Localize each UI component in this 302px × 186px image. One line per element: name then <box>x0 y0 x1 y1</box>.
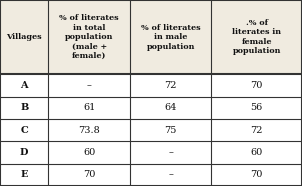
Text: 60: 60 <box>83 148 95 157</box>
Bar <box>0 97 302 119</box>
Text: 75: 75 <box>165 126 177 135</box>
Bar <box>0 119 302 141</box>
Text: % of literates
in total
population
(male +
female): % of literates in total population (male… <box>59 14 119 60</box>
Text: –: – <box>168 170 173 179</box>
Text: A: A <box>20 81 28 90</box>
Bar <box>0 74 302 97</box>
Text: % of literates
in male
population: % of literates in male population <box>141 24 201 51</box>
Text: 60: 60 <box>251 148 263 157</box>
Text: 70: 70 <box>251 81 263 90</box>
Text: 72: 72 <box>164 81 177 90</box>
Bar <box>0 164 302 186</box>
Text: 73.8: 73.8 <box>78 126 100 135</box>
Text: 72: 72 <box>250 126 263 135</box>
Text: 64: 64 <box>165 103 177 112</box>
Text: 70: 70 <box>83 170 95 179</box>
Text: 61: 61 <box>83 103 95 112</box>
Text: 70: 70 <box>251 170 263 179</box>
Text: D: D <box>20 148 28 157</box>
Bar <box>0 0 302 74</box>
Text: B: B <box>20 103 28 112</box>
Text: –: – <box>168 148 173 157</box>
Text: E: E <box>21 170 28 179</box>
Text: –: – <box>87 81 92 90</box>
Text: Villages: Villages <box>6 33 42 41</box>
Text: 56: 56 <box>251 103 263 112</box>
Text: .% of
literates in
female
population: .% of literates in female population <box>232 19 281 55</box>
Bar <box>0 141 302 164</box>
Text: C: C <box>20 126 28 135</box>
